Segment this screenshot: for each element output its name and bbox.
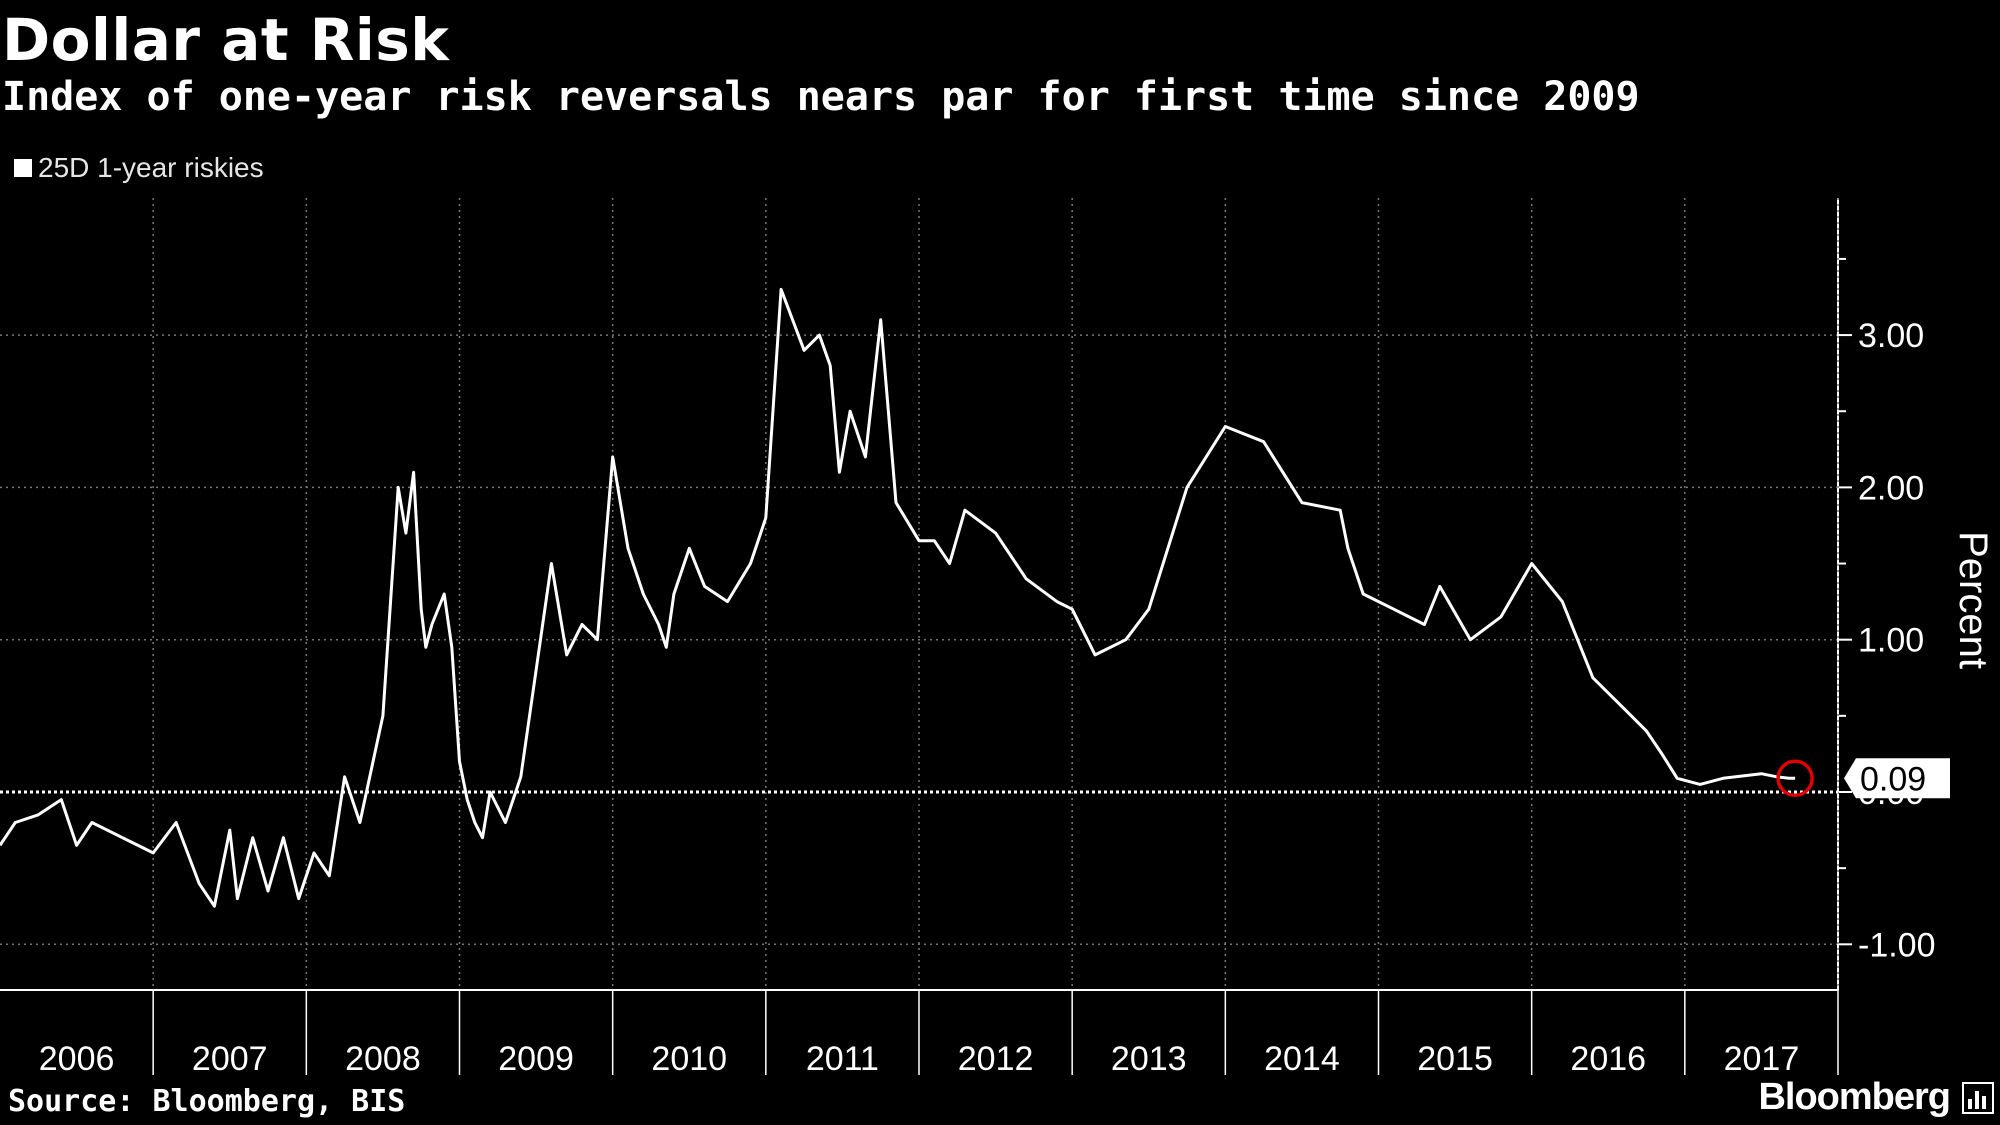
x-tick-label: 2015: [1417, 1040, 1493, 1078]
x-tick-label: 2012: [958, 1040, 1034, 1078]
y-tick-label: 3.00: [1858, 317, 1924, 355]
chart-subtitle: Index of one-year risk reversals nears p…: [2, 74, 1640, 120]
chart-title: Dollar at Risk: [2, 6, 450, 74]
x-tick-label: 2017: [1724, 1040, 1800, 1078]
y-axis-label: Percent: [1951, 531, 1995, 669]
last-value-label: 0.09: [1860, 760, 1926, 798]
legend-swatch: [14, 159, 32, 177]
bloomberg-chart-icon: [1962, 1082, 1994, 1114]
x-tick-label: 2011: [806, 1040, 879, 1078]
x-tick-label: 2013: [1111, 1040, 1187, 1078]
x-tick-label: 2007: [192, 1040, 268, 1078]
x-tick-label: 2009: [498, 1040, 574, 1078]
series-line: [0, 287, 1796, 908]
last-value-tag: [1844, 758, 1950, 799]
y-tick-label: 2.00: [1858, 469, 1924, 507]
x-tick-label: 2008: [345, 1040, 421, 1078]
x-tick-label: 2014: [1264, 1040, 1340, 1078]
legend: 25D 1-year riskies: [14, 152, 264, 184]
y-tick-label: -1.00: [1858, 926, 1936, 964]
y-tick-label: 1.00: [1858, 622, 1924, 660]
x-tick-label: 2016: [1570, 1040, 1646, 1078]
source-note: Source: Bloomberg, BIS: [8, 1084, 406, 1119]
last-value-marker: [1776, 759, 1814, 798]
x-tick-label: 2006: [39, 1040, 115, 1078]
legend-label: 25D 1-year riskies: [38, 152, 264, 183]
brand-logo: Bloomberg: [1758, 1076, 1951, 1118]
x-tick-label: 2010: [651, 1040, 727, 1078]
